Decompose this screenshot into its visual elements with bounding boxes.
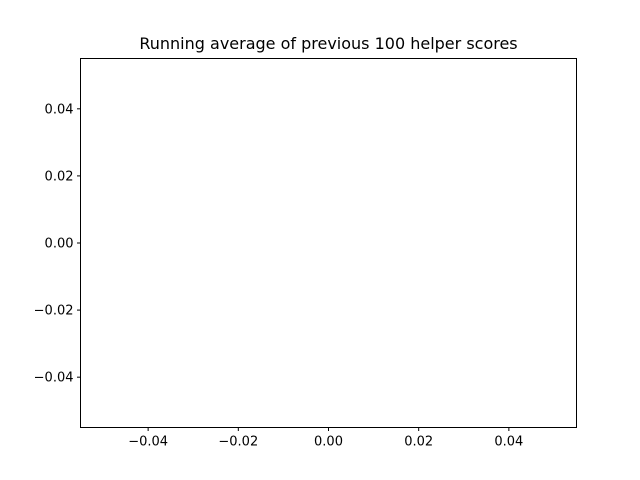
x-tick-label: −0.04 — [128, 435, 168, 450]
plot-area — [80, 58, 577, 428]
x-tick-label: −0.02 — [218, 435, 258, 450]
chart-title: Running average of previous 100 helper s… — [139, 34, 517, 53]
y-tick-label: 0.02 — [45, 169, 74, 184]
x-tick-label: 0.02 — [404, 435, 433, 450]
y-tick-label: −0.04 — [34, 371, 74, 386]
x-tick-label: 0.04 — [494, 435, 523, 450]
y-tick-label: −0.02 — [34, 304, 74, 319]
y-tick-label: 0.00 — [45, 237, 74, 252]
x-tick-label: 0.00 — [314, 435, 343, 450]
x-axis: −0.04 −0.02 0.00 0.02 0.04 — [128, 427, 523, 450]
axes-frame — [80, 58, 577, 428]
y-tick-label: 0.04 — [45, 102, 74, 117]
y-axis: −0.04 −0.02 0.00 0.02 0.04 — [34, 102, 81, 386]
